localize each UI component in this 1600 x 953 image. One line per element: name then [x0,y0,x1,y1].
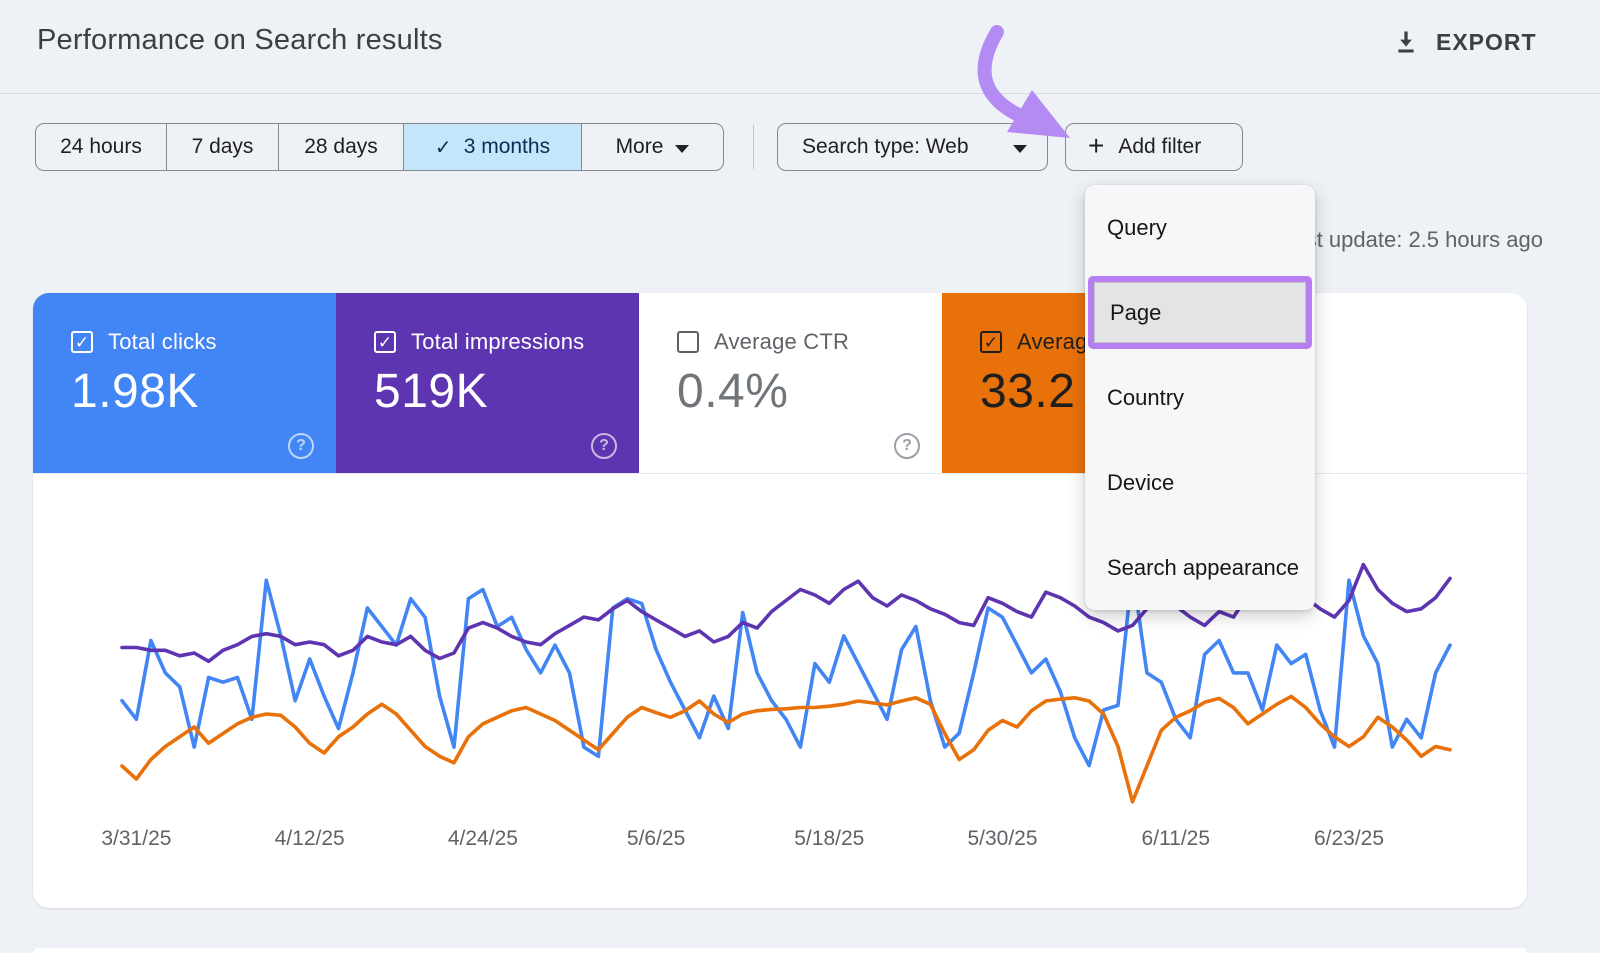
search-type-dropdown[interactable]: Search type: Web [777,123,1048,171]
page-title: Performance on Search results [37,24,443,56]
date-range-3-months[interactable]: ✓ 3 months [403,124,581,170]
add-filter-button[interactable]: + Add filter [1065,123,1243,171]
checked-checkbox[interactable]: ✓ [374,331,396,353]
metric-value: 33.2 [980,365,1076,418]
metric-tile-total-clicks[interactable]: ✓ Total clicks 1.98K? [33,293,336,473]
x-axis-tick-label: 5/18/25 [794,827,864,850]
date-range-24-hours[interactable]: 24 hours [36,124,166,170]
tiles-divider [33,473,1527,474]
plus-icon: + [1088,129,1105,161]
menu-item-query[interactable]: Query [1085,185,1315,270]
series-average-position [120,694,1452,804]
chevron-down-icon [1013,144,1027,153]
chevron-down-icon [675,144,690,153]
metric-tile-total-impressions[interactable]: ✓ Total impressions 519K? [336,293,639,473]
metric-label: Total impressions [411,329,585,354]
metric-tile-average-ctr[interactable]: Average CTR 0.4%? [639,293,942,473]
last-update-status: Last update: 2.5 hours ago [1281,227,1543,252]
x-axis-tick-label: 5/6/25 [627,827,685,850]
download-icon [1392,28,1420,56]
x-axis-tick-label: 6/23/25 [1314,827,1384,850]
date-range-segmented: 24 hours 7 days 28 days ✓ 3 months More [35,123,724,171]
search-type-label: Search type: Web [802,135,969,158]
metric-label: Average CTR [714,329,850,354]
menu-item-label: Query [1107,214,1167,240]
x-axis-tick-label: 3/31/25 [101,827,171,850]
unchecked-checkbox[interactable] [677,331,699,353]
menu-item-country[interactable]: Country [1085,355,1315,440]
menu-item-device[interactable]: Device [1085,440,1315,525]
checkmark-icon: ✓ [434,136,452,159]
menu-item-label: Search appearance [1107,554,1300,580]
help-icon[interactable]: ? [591,433,617,459]
help-icon[interactable]: ? [288,433,314,459]
checked-checkbox[interactable]: ✓ [71,331,93,353]
series-total-clicks [120,569,1452,768]
metric-label: Total clicks [108,329,217,354]
date-range-28-days[interactable]: 28 days [278,124,403,170]
date-range-label: 28 days [304,135,378,158]
date-range-more[interactable]: More [581,124,723,170]
export-label: EXPORT [1436,28,1537,55]
export-button[interactable]: EXPORT [1392,20,1537,64]
date-range-7-days[interactable]: 7 days [166,124,278,170]
x-axis-tick-label: 6/11/25 [1142,827,1211,850]
filter-group-divider [753,125,754,169]
metric-value: 519K [374,365,489,418]
add-filter-label: Add filter [1118,135,1202,158]
metric-value: 1.98K [71,365,199,418]
x-axis-tick-label: 4/24/25 [448,827,518,850]
menu-item-page[interactable]: Page [1088,276,1312,349]
checked-checkbox[interactable]: ✓ [980,331,1002,353]
help-icon[interactable]: ? [894,433,920,459]
date-range-label: More [615,135,664,158]
menu-item-search-appearance[interactable]: Search appearance [1085,525,1315,610]
menu-item-label: Page [1110,299,1162,325]
date-range-label: 7 days [191,135,254,158]
date-range-label: 3 months [463,135,551,158]
menu-item-label: Country [1107,384,1185,410]
performance-line-chart: 3/31/25 4/12/25 4/24/25 5/6/25 5/18/25 5/30/2… [101,562,1452,850]
date-range-label: 24 hours [60,135,142,158]
x-axis-tick-label: 5/30/25 [967,827,1037,850]
metric-value: 0.4% [677,365,789,418]
add-filter-menu: Query Page Country Device Search appearance [1085,185,1315,610]
next-section-card [33,948,1527,953]
x-axis-tick-label: 4/12/25 [275,827,345,850]
menu-item-label: Device [1107,469,1175,495]
series-total-impressions [120,562,1452,664]
header-divider [0,93,1600,94]
